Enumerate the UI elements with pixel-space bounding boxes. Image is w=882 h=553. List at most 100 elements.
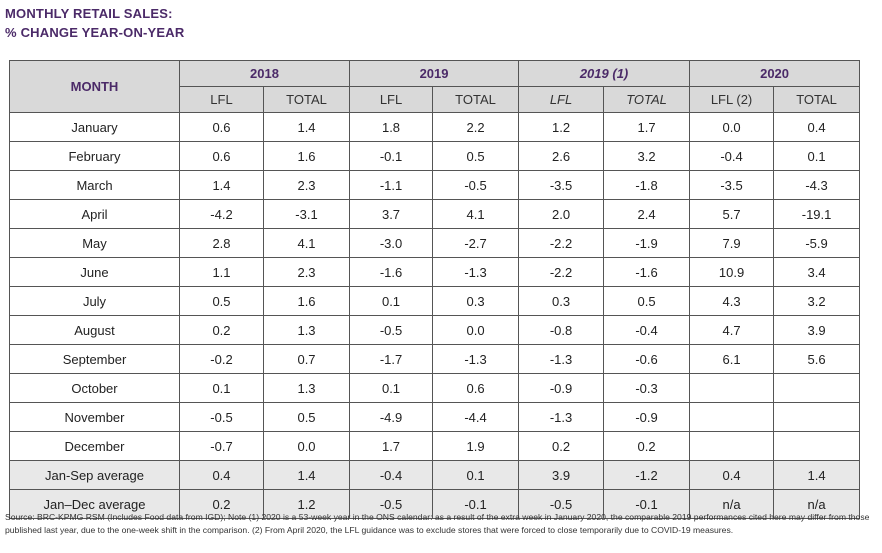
value-cell: 0.4 <box>179 460 264 490</box>
value-cell: 2.0 <box>518 199 605 229</box>
value-cell: -2.2 <box>518 257 605 287</box>
value-cell: 4.1 <box>432 199 520 229</box>
average-row: Jan–Dec average 0.2 1.2 -0.5 -0.1 -0.5 -0.1 n/a… <box>9 489 861 519</box>
column-subheader: LFL <box>518 86 605 113</box>
value-cell <box>773 373 861 403</box>
value-cell: 0.3 <box>518 286 605 316</box>
value-cell: 0.3 <box>432 286 520 316</box>
value-cell: 0.1 <box>179 373 264 403</box>
chart-title: MONTHLY RETAIL SALES: % CHANGE YEAR-ON-Y… <box>5 4 184 42</box>
value-cell: 5.6 <box>773 344 861 374</box>
value-cell: 4.3 <box>689 286 775 316</box>
value-cell: 0.4 <box>689 460 775 490</box>
value-cell: 1.1 <box>179 257 264 287</box>
value-cell: 2.3 <box>262 170 351 200</box>
table-row: December -0.7 0.0 1.7 1.9 0.2 0.2 <box>9 431 861 461</box>
value-cell: 1.2 <box>518 112 605 142</box>
month-cell: April <box>9 199 180 229</box>
year-group-header: 2018 <box>178 60 351 87</box>
value-cell: -4.3 <box>773 170 861 200</box>
value-cell: 3.9 <box>773 315 861 345</box>
year-group-header: 2019 (1) <box>518 60 691 87</box>
source-note: Source: BRC-KPMG RSM (Includes Food data… <box>5 512 870 535</box>
month-cell: Jan–Dec average <box>9 489 180 519</box>
value-cell: 0.6 <box>179 141 264 171</box>
month-cell: Jan-Sep average <box>9 460 180 490</box>
column-subheader: TOTAL <box>432 86 520 113</box>
value-cell: 10.9 <box>689 257 775 287</box>
value-cell: 1.4 <box>179 170 264 200</box>
value-cell: 0.2 <box>179 489 264 519</box>
value-cell: 3.4 <box>773 257 861 287</box>
value-cell: 0.1 <box>349 286 434 316</box>
value-cell: 3.2 <box>603 141 691 171</box>
value-cell: 3.2 <box>773 286 861 316</box>
value-cell: -2.7 <box>432 228 520 258</box>
table-row: September -0.2 0.7 -1.7 -1.3 -1.3 -0.6 6.1 5.6 <box>9 344 861 374</box>
column-subheader: LFL <box>179 86 264 113</box>
value-cell <box>689 373 775 403</box>
value-cell: 1.4 <box>262 460 351 490</box>
value-cell: 2.3 <box>262 257 351 287</box>
value-cell: 4.1 <box>262 228 351 258</box>
table-row: March 1.4 2.3 -1.1 -0.5 -3.5 -1.8 -3.5 -4.3 <box>9 170 861 200</box>
value-cell: -1.6 <box>603 257 691 287</box>
value-cell: -0.3 <box>603 373 691 403</box>
value-cell: 2.8 <box>179 228 264 258</box>
value-cell: 0.5 <box>432 141 520 171</box>
value-cell: -19.1 <box>773 199 861 229</box>
value-cell: -4.4 <box>432 402 520 432</box>
value-cell: -0.4 <box>689 141 775 171</box>
value-cell: -0.5 <box>179 402 264 432</box>
value-cell: 1.3 <box>262 373 351 403</box>
value-cell: 3.9 <box>518 460 605 490</box>
value-cell: 1.2 <box>262 489 351 519</box>
value-cell: -1.6 <box>349 257 434 287</box>
value-cell: 4.7 <box>689 315 775 345</box>
table-row: February 0.6 1.6 -0.1 0.5 2.6 3.2 -0.4 0.1 <box>9 141 861 171</box>
year-group-header: 2020 <box>689 60 861 87</box>
value-cell: 0.0 <box>432 315 520 345</box>
value-cell: 0.1 <box>773 141 861 171</box>
value-cell: -3.1 <box>262 199 351 229</box>
value-cell: 1.4 <box>773 460 861 490</box>
value-cell: 0.0 <box>689 112 775 142</box>
value-cell: -1.8 <box>603 170 691 200</box>
value-cell: -0.7 <box>179 431 264 461</box>
value-cell: -1.1 <box>349 170 434 200</box>
value-cell: -0.9 <box>603 402 691 432</box>
table-row: October 0.1 1.3 0.1 0.6 -0.9 -0.3 <box>9 373 861 403</box>
month-column-header: MONTH <box>9 60 180 113</box>
value-cell: 0.2 <box>179 315 264 345</box>
value-cell <box>773 431 861 461</box>
value-cell: -4.9 <box>349 402 434 432</box>
column-subheader: LFL <box>349 86 434 113</box>
table-row: July 0.5 1.6 0.1 0.3 0.3 0.5 4.3 3.2 <box>9 286 861 316</box>
value-cell: -0.1 <box>349 141 434 171</box>
value-cell: -0.1 <box>603 489 691 519</box>
value-cell: 0.5 <box>603 286 691 316</box>
value-cell: -3.0 <box>349 228 434 258</box>
value-cell: 0.7 <box>262 344 351 374</box>
column-subheader: TOTAL <box>603 86 691 113</box>
value-cell: 0.6 <box>432 373 520 403</box>
month-cell: May <box>9 228 180 258</box>
value-cell: 0.0 <box>262 431 351 461</box>
value-cell: -0.8 <box>518 315 605 345</box>
value-cell <box>773 402 861 432</box>
value-cell: 1.6 <box>262 141 351 171</box>
column-subheader: LFL (2) <box>689 86 775 113</box>
value-cell: -1.2 <box>603 460 691 490</box>
value-cell: -1.3 <box>518 344 605 374</box>
value-cell: -5.9 <box>773 228 861 258</box>
value-cell: 0.1 <box>349 373 434 403</box>
value-cell: -1.3 <box>432 257 520 287</box>
value-cell: 0.2 <box>603 431 691 461</box>
value-cell: 0.2 <box>518 431 605 461</box>
value-cell: -0.2 <box>179 344 264 374</box>
value-cell: -0.9 <box>518 373 605 403</box>
value-cell: -3.5 <box>518 170 605 200</box>
table-row: May 2.8 4.1 -3.0 -2.7 -2.2 -1.9 7.9 -5.9 <box>9 228 861 258</box>
value-cell: -1.3 <box>432 344 520 374</box>
month-cell: October <box>9 373 180 403</box>
